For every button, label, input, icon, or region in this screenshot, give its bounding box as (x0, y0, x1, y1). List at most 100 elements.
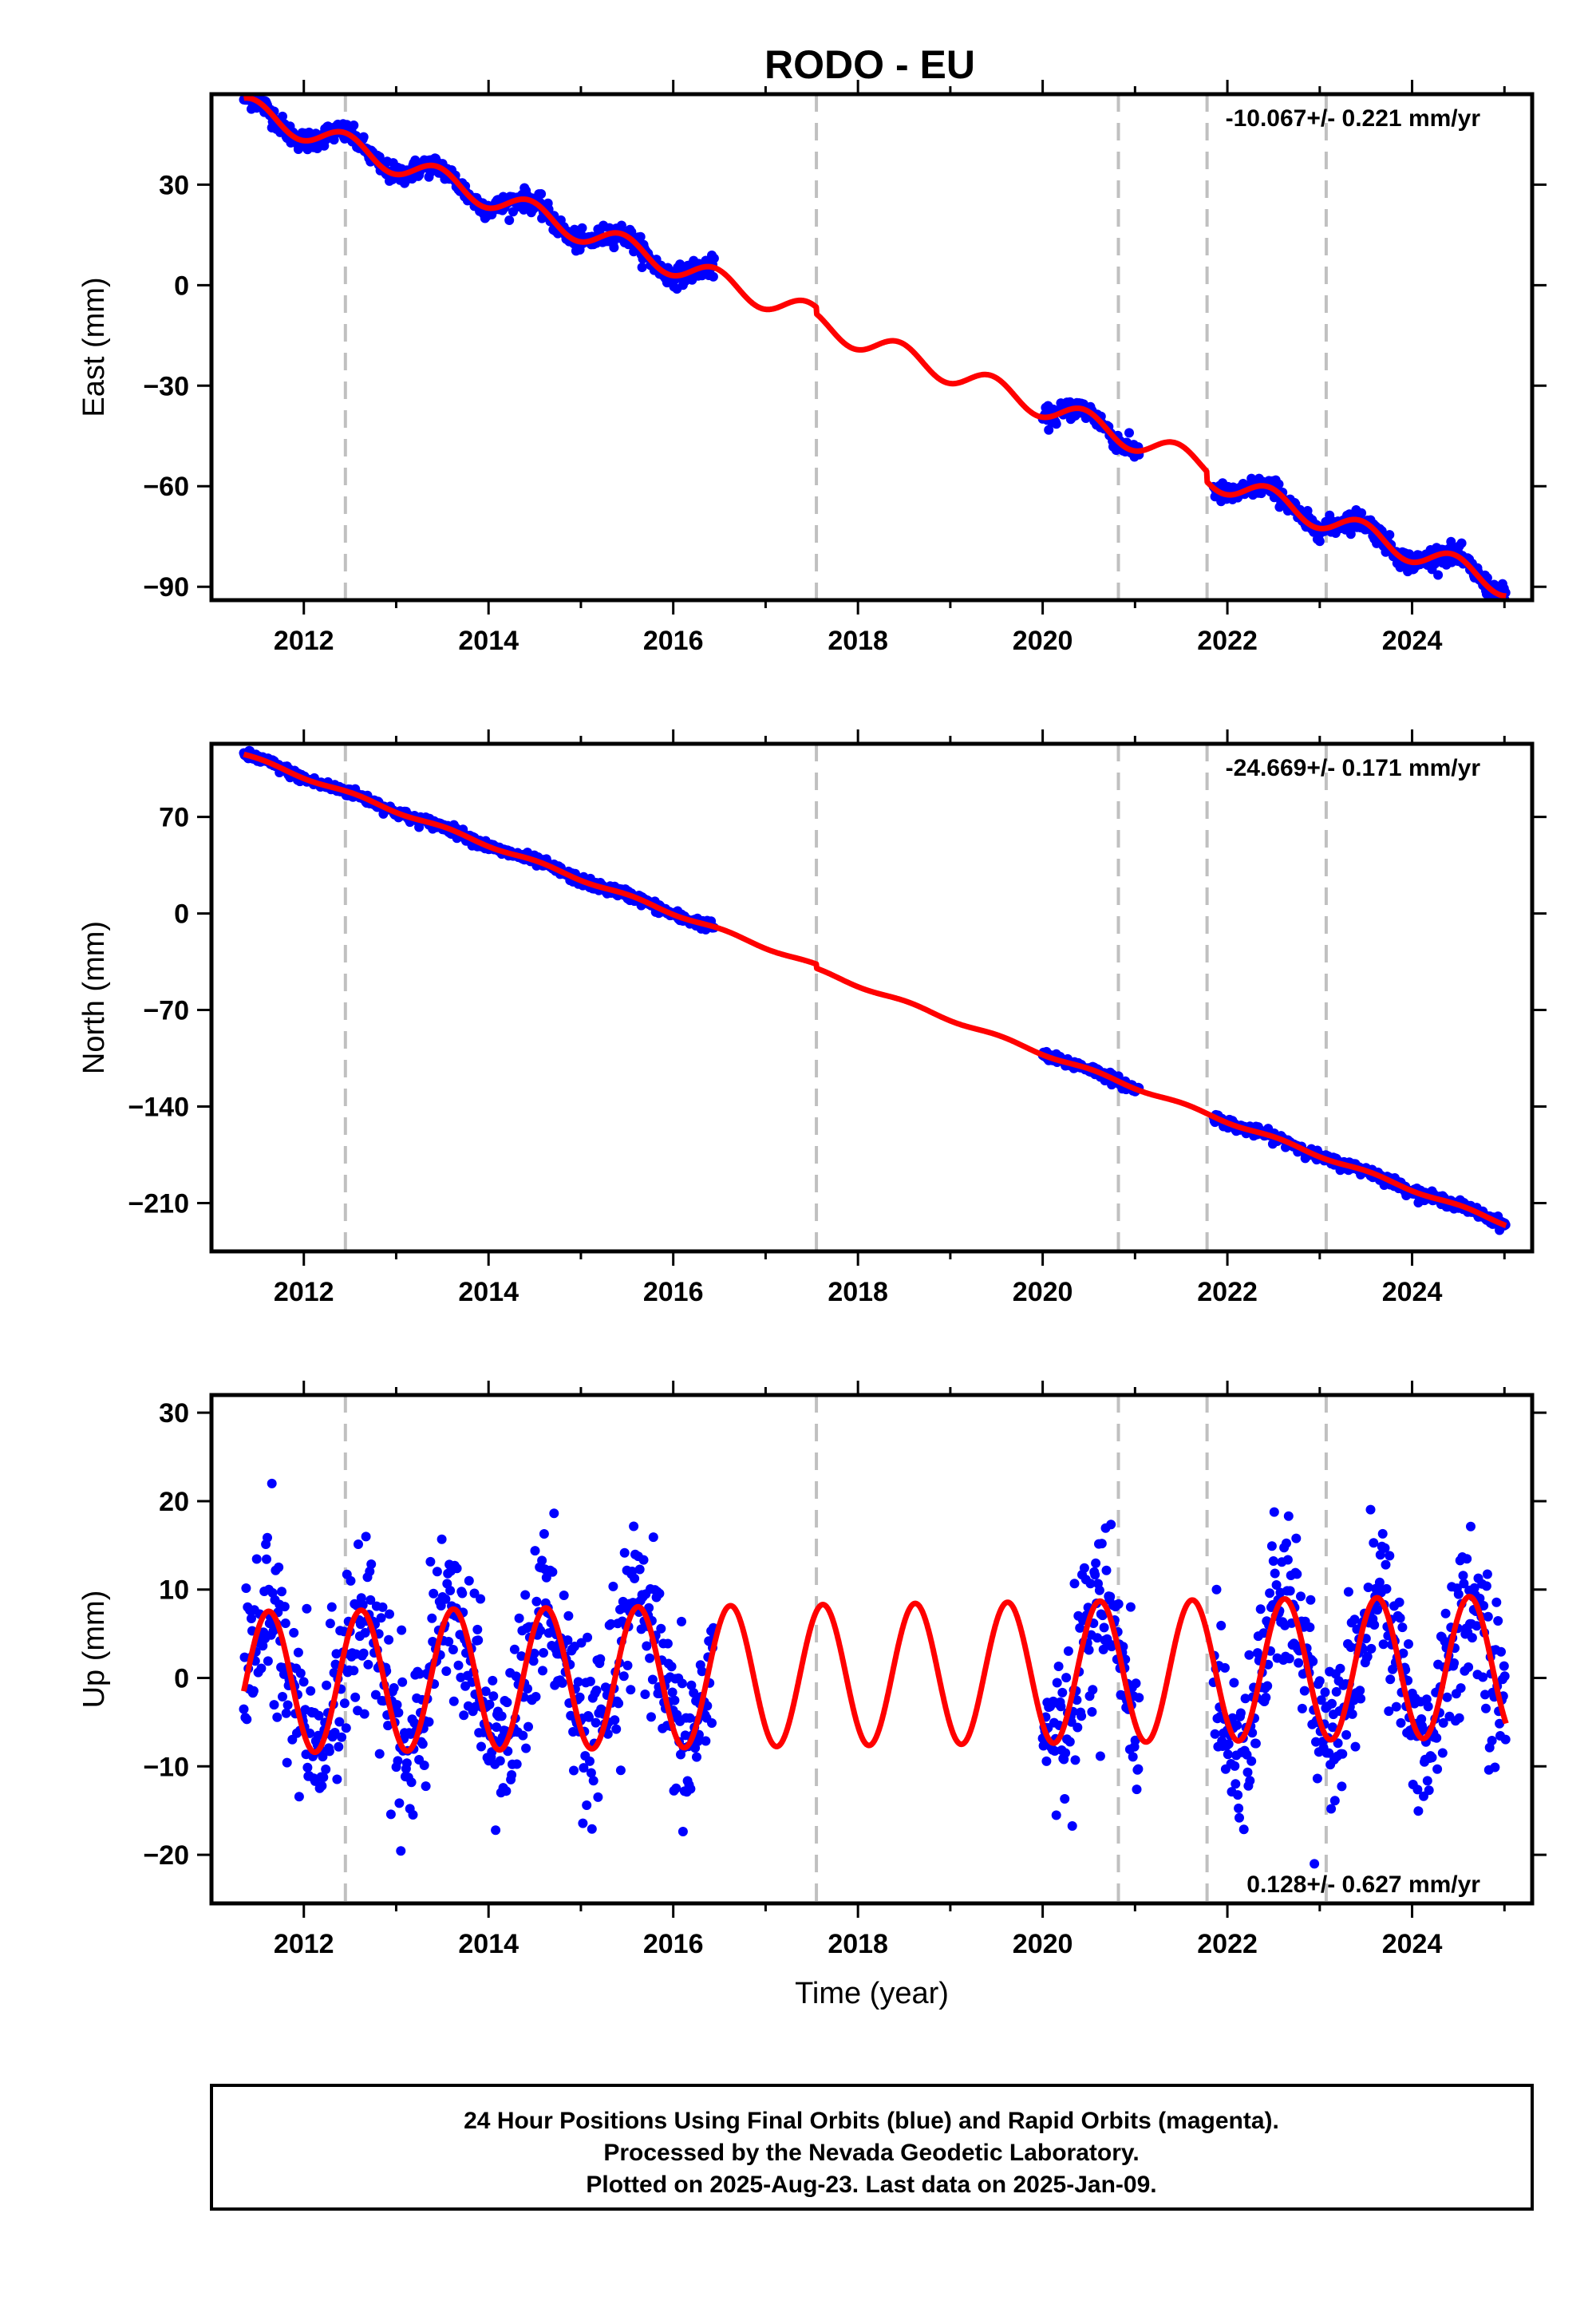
data-point (1284, 1654, 1294, 1664)
data-point (1285, 1586, 1295, 1596)
data-point (242, 1714, 252, 1725)
data-point (425, 1556, 436, 1567)
data-point (272, 1712, 282, 1722)
x-tick-label: 2016 (643, 1277, 704, 1307)
data-point (646, 1712, 656, 1722)
data-point (530, 1546, 540, 1556)
data-point (1327, 1698, 1337, 1709)
x-tick-label: 2020 (1013, 1277, 1073, 1307)
data-point (1490, 1762, 1500, 1773)
data-point (1343, 1587, 1353, 1597)
y-tick-label: −70 (143, 996, 189, 1026)
data-point (692, 1752, 701, 1762)
data-point (1094, 1585, 1104, 1595)
y-tick-label: 30 (159, 1398, 189, 1429)
data-point (670, 1695, 680, 1705)
panel-north: 2012 2014 2016 2018 2020 2022 2024 70 0 −70 −140 −2… (77, 729, 1547, 1307)
data-point (1355, 1686, 1365, 1696)
data-point (1350, 1741, 1361, 1752)
data-point (1266, 1541, 1277, 1551)
data-point (464, 1575, 474, 1586)
data-point (1233, 1790, 1243, 1800)
data-point (263, 1532, 272, 1543)
panel-east: 2012 2014 2016 2018 2020 2022 2024 30 0 −30 −60 −90… (77, 80, 1547, 656)
data-point (1381, 1559, 1391, 1570)
data-point (1396, 1717, 1406, 1728)
data-point (1091, 1558, 1101, 1568)
data-point (421, 1781, 431, 1792)
data-point (1345, 529, 1356, 539)
data-point (1282, 1538, 1291, 1548)
data-point (1456, 1683, 1466, 1694)
data-point (1210, 1729, 1220, 1739)
data-point (1065, 1737, 1075, 1747)
data-point (557, 1678, 567, 1688)
data-point (359, 1709, 369, 1719)
velocity-annotation: -24.669+/- 0.171 mm/yr (1226, 755, 1481, 781)
data-point (616, 220, 626, 231)
x-tick-label: 2022 (1197, 1929, 1258, 1959)
data-point (1481, 1581, 1491, 1591)
data-point (1385, 1674, 1396, 1685)
data-point (397, 1625, 407, 1635)
data-point (1297, 1703, 1307, 1713)
data-point (280, 1618, 290, 1628)
x-tick-label: 2012 (274, 1277, 334, 1307)
data-point (685, 1784, 696, 1794)
x-tick-label: 2012 (274, 626, 334, 656)
data-point (578, 1818, 588, 1828)
data-point (341, 1723, 351, 1733)
data-point (1079, 1563, 1089, 1573)
data-point (1366, 1643, 1377, 1654)
data-point (1238, 1824, 1249, 1835)
data-point (457, 1588, 468, 1599)
data-point (1292, 1569, 1302, 1579)
data-point (349, 121, 359, 130)
data-point (427, 1613, 437, 1623)
plot-frame (209, 1393, 1535, 1906)
data-point (295, 1668, 306, 1678)
x-tick-label: 2022 (1197, 1277, 1258, 1307)
data-point (326, 1602, 337, 1612)
data-point (491, 1825, 501, 1836)
data-point (1305, 1622, 1315, 1632)
footer-line-1: 24 Hour Positions Using Final Orbits (bl… (464, 2108, 1279, 2134)
data-point (1220, 1662, 1230, 1673)
data-point (1106, 1520, 1116, 1530)
data-point (635, 231, 646, 242)
data-point (1326, 1804, 1337, 1814)
data-point (1413, 1806, 1424, 1816)
data-point (248, 1686, 259, 1696)
data-point (622, 1660, 633, 1670)
data-point (1466, 1521, 1476, 1531)
x-tick-label: 2020 (1013, 1929, 1073, 1959)
y-axis-label: Up (mm) (77, 1591, 111, 1709)
data-point (638, 1555, 649, 1565)
data-point (473, 1635, 484, 1646)
data-point (514, 1613, 524, 1623)
data-point (1061, 1673, 1072, 1683)
data-point (707, 1718, 717, 1728)
data-point (536, 189, 547, 199)
data-point (406, 1777, 417, 1788)
data-point (293, 1647, 303, 1658)
x-tick-label: 2016 (643, 626, 704, 656)
data-point (1268, 1556, 1278, 1566)
data-point (256, 1663, 267, 1674)
data-point (1320, 1687, 1330, 1697)
data-point (1335, 1663, 1345, 1674)
data-point (629, 1521, 639, 1531)
data-point (619, 1547, 630, 1558)
data-point (531, 1692, 541, 1701)
data-point (1244, 1650, 1254, 1660)
data-point (630, 1573, 640, 1583)
data-point (1385, 530, 1395, 540)
data-point (247, 1614, 256, 1623)
data-point (1230, 1761, 1240, 1771)
data-point (1234, 1803, 1244, 1813)
data-point (1105, 1591, 1116, 1602)
data-point (537, 1555, 547, 1566)
data-point (1341, 1729, 1352, 1740)
data-point (588, 1776, 598, 1786)
data-point (1294, 1658, 1304, 1668)
